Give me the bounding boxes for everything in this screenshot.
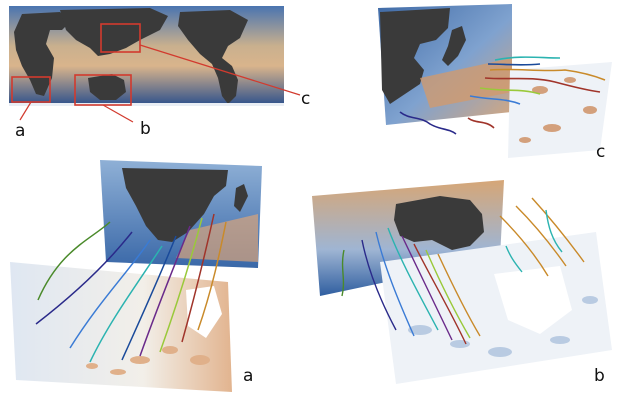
trajectory [121, 235, 177, 361]
trajectory [505, 245, 523, 273]
trajectory [545, 209, 563, 253]
trajectory [375, 231, 415, 337]
panel-a-land [122, 168, 228, 242]
panel-c-eddies [519, 77, 597, 143]
trajectory [487, 63, 541, 66]
leader-line-c [139, 44, 301, 96]
panel-b-trajectories [341, 197, 585, 345]
panel-a-eddies [86, 346, 210, 375]
trajectory [467, 117, 495, 129]
land-americas [178, 10, 248, 104]
panel-a-trajectories [35, 213, 227, 363]
panel-a-label: a [243, 366, 254, 386]
leader-line-a [19, 101, 32, 121]
land-australia [88, 74, 126, 100]
trajectory [489, 68, 606, 81]
overview-label-a: a [15, 121, 26, 141]
trajectory [181, 213, 215, 343]
trajectory [89, 245, 163, 363]
panel-b [312, 180, 612, 384]
panel-b-label: b [594, 366, 605, 386]
panel-b-hole [494, 266, 572, 334]
trajectory [425, 249, 471, 339]
trajectory [484, 77, 601, 93]
trajectory [387, 227, 439, 331]
trajectory [37, 221, 111, 301]
trajectory [159, 217, 203, 353]
trajectory [469, 95, 521, 105]
panel-c-label: c [596, 142, 606, 162]
trajectory [531, 197, 585, 263]
trajectory [515, 205, 567, 267]
panel-a [10, 160, 262, 392]
trajectory [494, 56, 561, 61]
panel-b-land [394, 196, 484, 250]
panel-a-warm-band [176, 214, 258, 262]
leader-line-b [102, 104, 134, 123]
panel-c-surface [508, 62, 612, 158]
land-asia [60, 8, 168, 56]
panel-c-japan [442, 26, 466, 66]
trajectory [197, 221, 227, 331]
panel-c-trajectories [399, 56, 606, 135]
trajectory [69, 239, 151, 349]
trajectory [479, 87, 541, 95]
trajectory [499, 215, 549, 277]
overview-label-c: c [301, 89, 311, 109]
trajectory [341, 249, 345, 297]
land-africa-europe [14, 12, 70, 96]
trajectory [401, 235, 453, 341]
trajectory [413, 243, 467, 345]
region-box-c [100, 23, 141, 53]
panel-c [378, 4, 612, 158]
panel-c-warm-band [420, 58, 512, 108]
trajectory [399, 111, 457, 135]
world-map [9, 6, 301, 123]
panel-a-madagascar [234, 184, 248, 212]
panel-a-surface [10, 262, 232, 392]
trajectory [35, 231, 133, 325]
trajectory [437, 253, 481, 337]
trajectory [361, 239, 397, 331]
panel-c-land [380, 8, 450, 104]
overview-label-b: b [140, 119, 151, 139]
trajectory [139, 225, 191, 357]
